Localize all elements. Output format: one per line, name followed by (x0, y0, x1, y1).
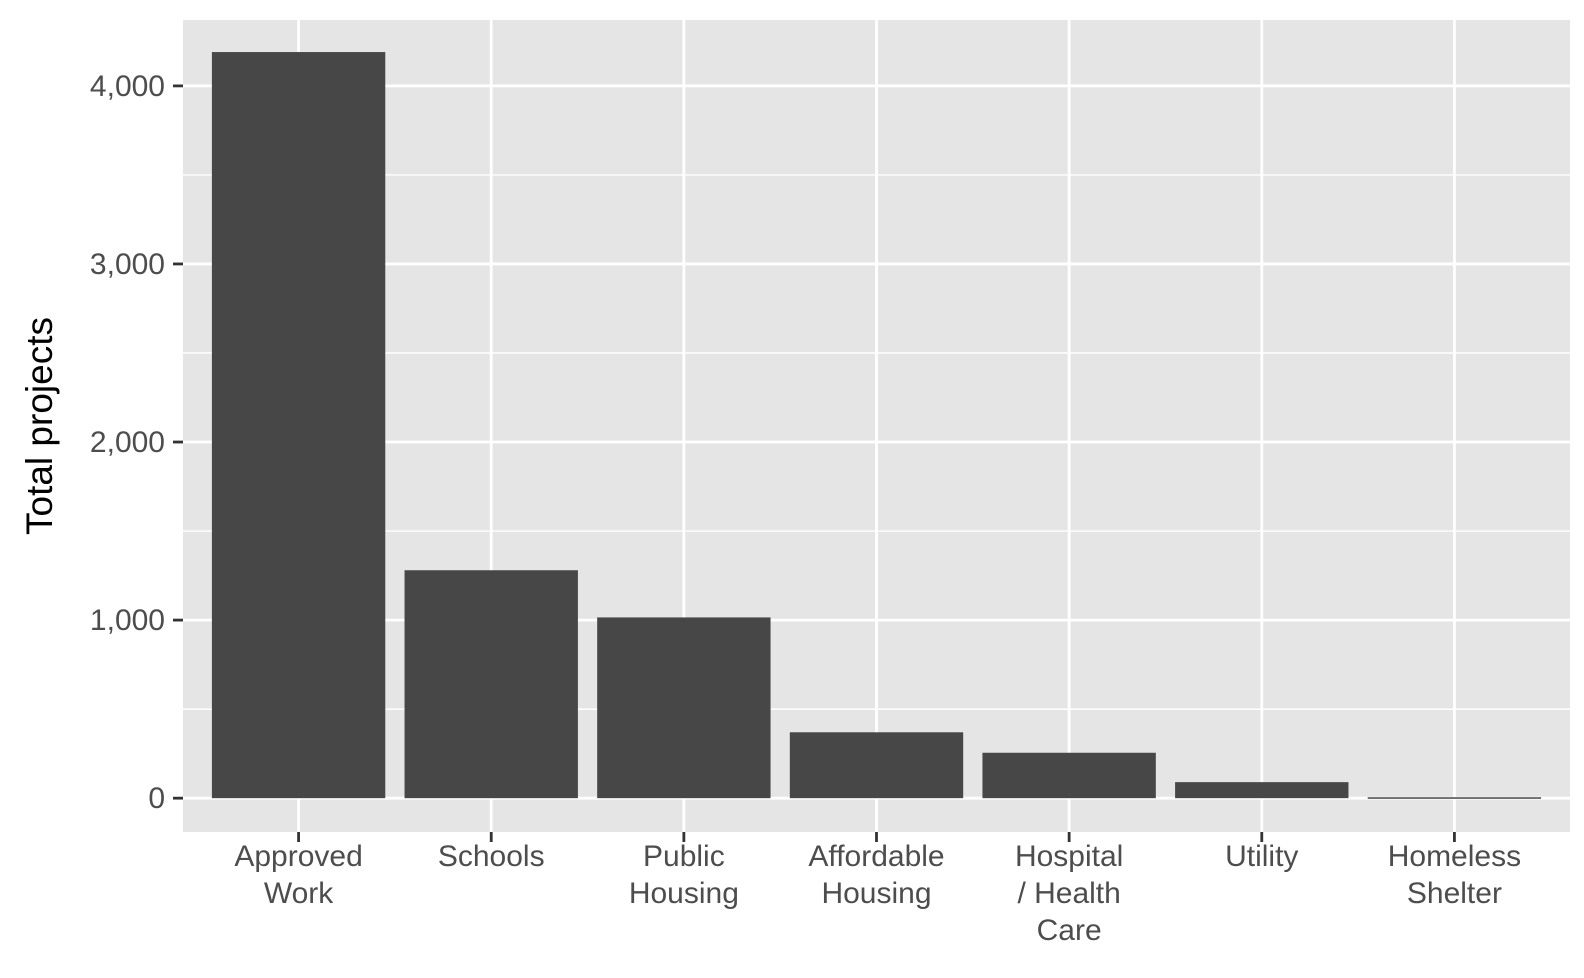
x-tick-label-line: Schools (438, 840, 545, 873)
x-tick-label-line: / Health (1017, 877, 1120, 910)
x-tick-label: Utility (1225, 840, 1298, 873)
bar (1367, 797, 1542, 799)
bar (1175, 782, 1349, 799)
bar (404, 570, 578, 799)
bar (211, 52, 386, 799)
y-tick-label: 1,000 (90, 604, 165, 637)
y-tick-label: 0 (148, 782, 165, 815)
bar (982, 752, 1156, 799)
x-tick-label-line: Housing (629, 877, 739, 910)
x-tick-label-line: Approved (234, 840, 362, 873)
y-tick-label: 3,000 (90, 248, 165, 281)
x-tick-label: Affordable Housing (808, 840, 944, 910)
y-axis-title: Total projects (19, 317, 60, 535)
x-tick-label-line: Affordable (808, 840, 944, 873)
x-tick-label: Hospital / Health Care (1015, 840, 1123, 947)
x-tick-label: Homeless Shelter (1388, 840, 1521, 910)
y-tick-label: 2,000 (90, 426, 165, 459)
x-tick-label: Schools (438, 840, 545, 873)
x-tick-label-line: Utility (1225, 840, 1298, 873)
x-tick-label: Approved Work (234, 840, 362, 910)
x-tick-label: Public Housing (629, 840, 739, 910)
y-axis: 0 1,000 2,000 3,000 4,000 (90, 70, 183, 815)
x-tick-label-line: Public (643, 840, 725, 873)
bar (789, 732, 964, 799)
x-tick-label-line: Shelter (1407, 877, 1502, 910)
x-tick-label-line: Housing (821, 877, 931, 910)
bar (597, 617, 771, 799)
x-tick-label-line: Work (264, 877, 334, 910)
y-tick-label: 4,000 (90, 70, 165, 103)
x-tick-label-line: Care (1037, 914, 1102, 947)
x-tick-label-line: Homeless (1388, 840, 1521, 873)
bars (211, 52, 1542, 799)
x-tick-label-line: Hospital (1015, 840, 1123, 873)
